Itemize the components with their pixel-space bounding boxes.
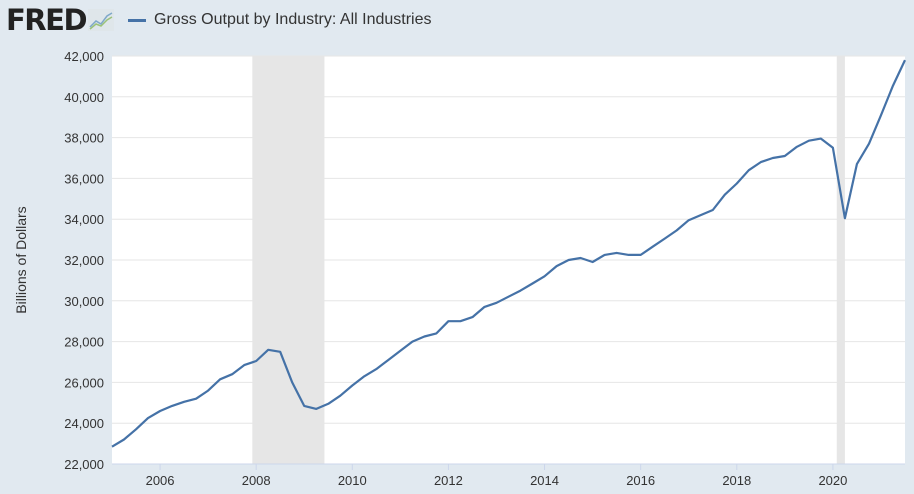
- y-tick-label: 22,000: [64, 457, 104, 472]
- y-tick-label: 26,000: [64, 375, 104, 390]
- x-tick-label: 2010: [338, 473, 367, 488]
- fred-logo[interactable]: FRED: [6, 3, 88, 37]
- chart-header: FRED Gross Output by Industry: All Indus…: [0, 0, 431, 40]
- y-axis-label: Billions of Dollars: [13, 206, 29, 313]
- series-line: [111, 59, 906, 448]
- x-tick-label: 2016: [626, 473, 655, 488]
- x-tick-label: 2020: [818, 473, 847, 488]
- y-tick-label: 30,000: [64, 294, 104, 309]
- y-tick-label: 38,000: [64, 131, 104, 146]
- y-tick-label: 36,000: [64, 171, 104, 186]
- fred-logo-chart-icon: [88, 9, 115, 31]
- y-tick-label: 34,000: [64, 212, 104, 227]
- y-tick-label: 32,000: [64, 253, 104, 268]
- x-tick-label: 2014: [530, 473, 559, 488]
- y-tick-label: 42,000: [64, 49, 104, 64]
- x-tick-label: 2018: [722, 473, 751, 488]
- y-tick-label: 40,000: [64, 90, 104, 105]
- y-tick-label: 28,000: [64, 335, 104, 350]
- x-tick-label: 2006: [146, 473, 175, 488]
- y-tick-label: 24,000: [64, 416, 104, 431]
- legend-line-swatch: [128, 18, 147, 22]
- legend-series-title: Gross Output by Industry: All Industries: [154, 11, 432, 28]
- x-tick-label: 2008: [242, 473, 271, 488]
- x-tick-label: 2012: [434, 473, 463, 488]
